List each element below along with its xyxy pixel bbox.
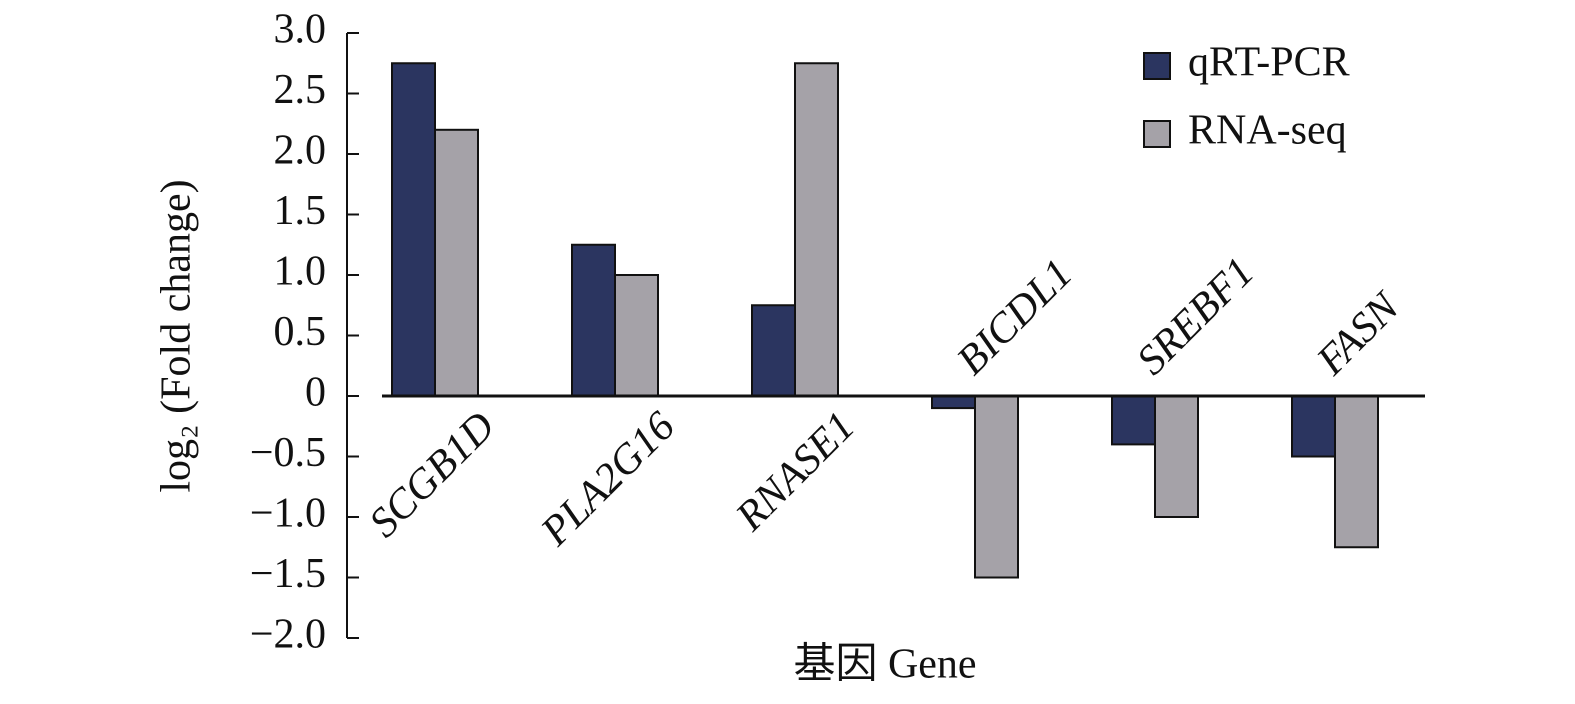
bar (931, 395, 976, 410)
y-axis-label: log₂ (Fold change) (154, 179, 200, 492)
x-tick-label: SCGB1D (361, 403, 504, 546)
y-tick-label: −1.5 (250, 551, 326, 597)
bar (1154, 395, 1199, 518)
y-tick-label: 1.5 (274, 188, 327, 234)
legend-label: RNA-seq (1188, 108, 1347, 154)
bar (571, 243, 616, 397)
bar (1291, 395, 1336, 458)
bar (751, 304, 796, 397)
y-tick-label: 2.0 (274, 128, 327, 174)
legend-swatch (1143, 120, 1171, 148)
y-tick-label: 2.5 (274, 67, 327, 113)
legend-label: qRT-PCR (1188, 40, 1350, 86)
bar (794, 62, 839, 397)
bar (974, 395, 1019, 579)
x-tick-label: BICDL1 (948, 251, 1081, 384)
y-tick-label: −1.0 (250, 491, 326, 537)
x-axis-label: 基因 Gene (793, 642, 976, 688)
x-tick-label: SREBF1 (1128, 249, 1263, 384)
y-tick-label: 1.0 (274, 249, 327, 295)
x-tick-label: FASN (1308, 283, 1410, 385)
legend-swatch (1143, 52, 1171, 80)
y-tick-label: 3.0 (274, 7, 327, 53)
bar (614, 274, 659, 397)
y-tick-label: 0 (305, 370, 326, 416)
bar (1111, 395, 1156, 446)
bar (391, 62, 436, 397)
bar (434, 128, 479, 398)
y-tick-label: −0.5 (250, 430, 326, 476)
y-tick-label: 0.5 (274, 309, 327, 355)
x-tick-label: RNASE1 (727, 403, 864, 540)
bar (1334, 395, 1379, 549)
x-tick-label: PLA2G16 (532, 403, 684, 555)
y-tick-label: −2.0 (250, 612, 326, 658)
